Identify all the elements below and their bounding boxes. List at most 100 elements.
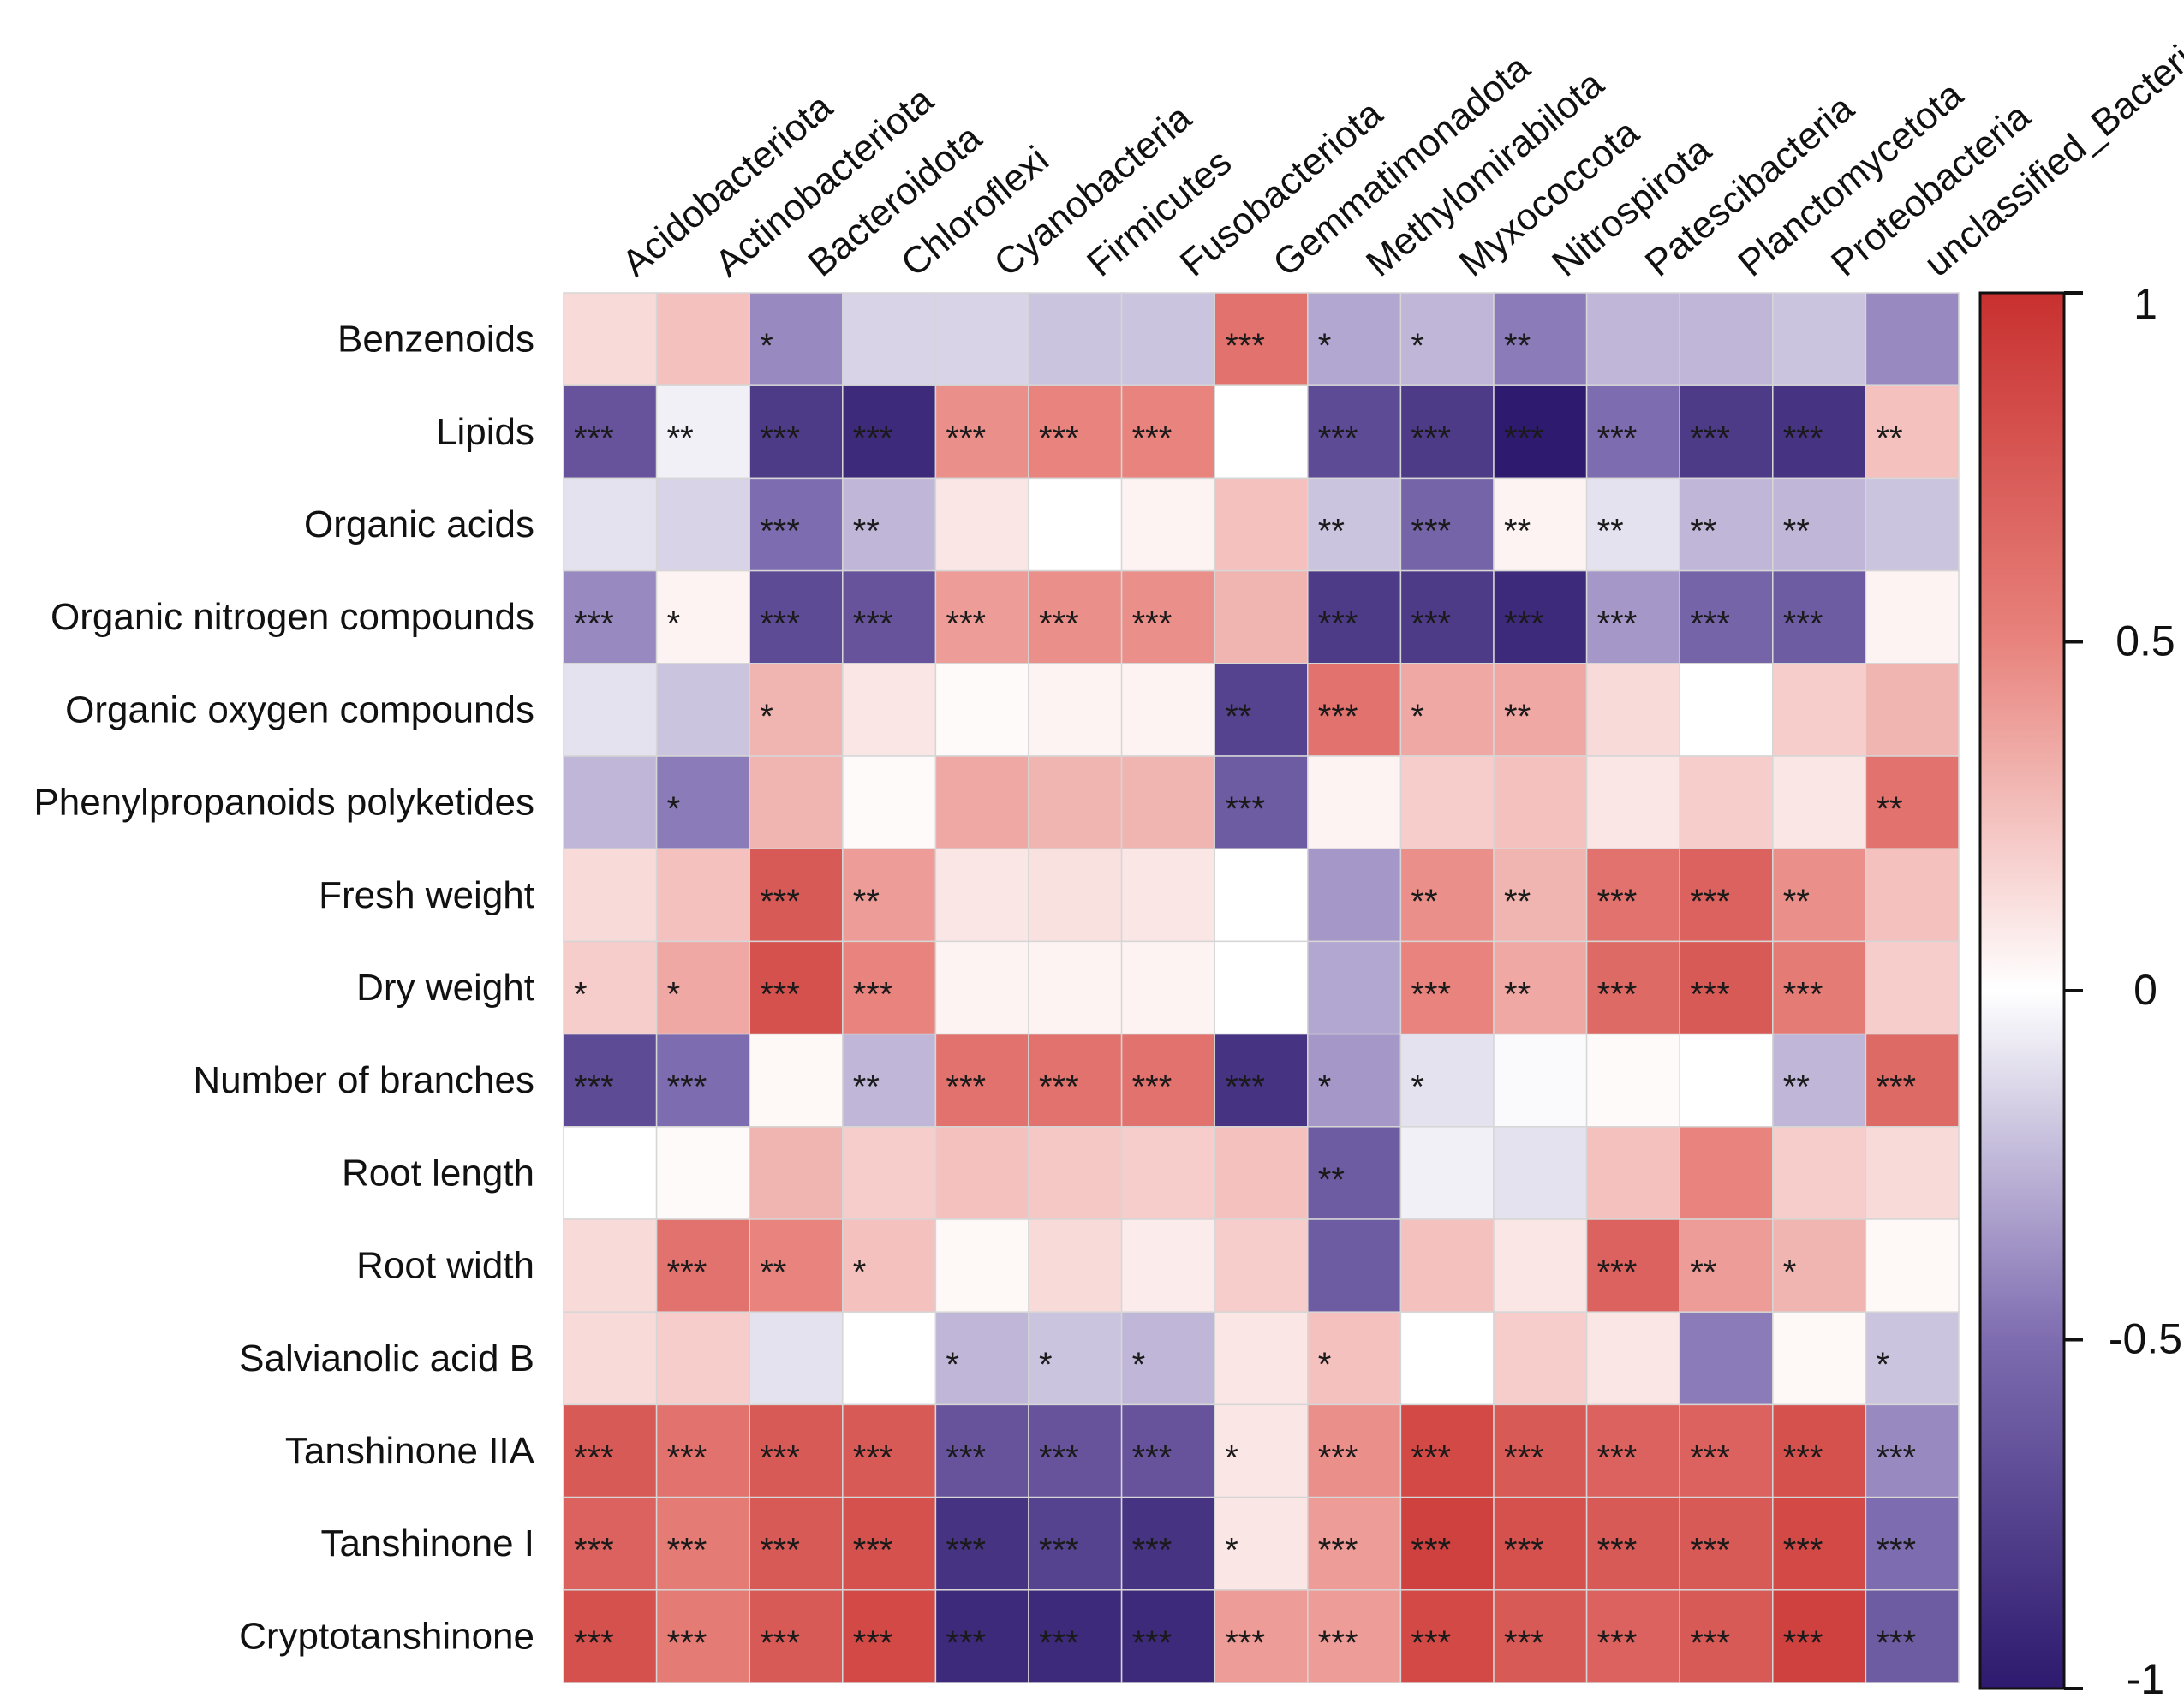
- heatmap-cell: [1679, 292, 1774, 386]
- heatmap-cell: [563, 292, 658, 386]
- heatmap-cell: [1307, 384, 1402, 480]
- heatmap-cell: [1585, 1126, 1680, 1220]
- significance-mark: ***: [1783, 1532, 1823, 1570]
- significance-mark: ***: [1504, 1624, 1544, 1662]
- heatmap-cell: [1120, 848, 1215, 943]
- heatmap-cell: [1679, 384, 1774, 480]
- heatmap-cell: [655, 755, 750, 849]
- heatmap-cell: [842, 1033, 937, 1128]
- significance-mark: ***: [1039, 1439, 1079, 1476]
- significance-mark: ***: [853, 1532, 893, 1570]
- heatmap-cell: [749, 848, 844, 943]
- significance-mark: **: [1783, 883, 1810, 921]
- heatmap-cell: [655, 1033, 750, 1128]
- significance-mark: ***: [1411, 605, 1451, 643]
- significance-mark: ***: [946, 1439, 986, 1476]
- heatmap-cell: [934, 755, 1029, 849]
- heatmap-cell: [1214, 1496, 1309, 1591]
- heatmap-cell: [1772, 384, 1867, 480]
- significance-mark: ***: [1039, 1069, 1079, 1106]
- heatmap-cell: [655, 1311, 750, 1406]
- significance-mark: ***: [574, 1624, 614, 1662]
- significance-mark: *: [1411, 327, 1424, 365]
- heatmap-cell: [842, 1589, 937, 1683]
- significance-mark: ***: [1225, 1624, 1265, 1662]
- heatmap-cell: [1028, 1126, 1123, 1220]
- significance-mark: ***: [853, 975, 893, 1013]
- heatmap-cell: [1493, 1033, 1588, 1128]
- heatmap-cell: [1307, 1311, 1402, 1406]
- heatmap-cell: [842, 940, 937, 1035]
- heatmap-cell: [1028, 1496, 1123, 1591]
- row-label: Phenylpropanoids polyketides: [33, 782, 534, 824]
- heatmap-cell: [749, 292, 844, 386]
- significance-mark: ***: [760, 605, 800, 643]
- heatmap-cell: [1028, 1589, 1123, 1683]
- significance-mark: **: [1690, 512, 1716, 550]
- heatmap-cell: [1214, 1126, 1309, 1220]
- heatmap-cell: [563, 1218, 658, 1313]
- heatmap-cell: [842, 1218, 937, 1313]
- heatmap-cell: [842, 477, 937, 572]
- significance-mark: *: [760, 698, 773, 736]
- heatmap-cell: [1214, 1589, 1309, 1683]
- heatmap-cell: [1120, 755, 1215, 849]
- significance-mark: *: [1411, 698, 1424, 736]
- row-label: Number of branches: [193, 1059, 534, 1101]
- significance-mark: **: [1783, 512, 1810, 550]
- heatmap-cell: [1399, 1126, 1495, 1220]
- significance-mark: ***: [760, 1624, 800, 1662]
- significance-mark: ***: [946, 605, 986, 643]
- heatmap-cell: [1493, 384, 1588, 480]
- heatmap-cell: [1865, 755, 1960, 849]
- significance-mark: **: [1504, 327, 1531, 365]
- heatmap-cell: [1120, 940, 1215, 1035]
- heatmap-cell: [1120, 384, 1215, 480]
- heatmap-cell: [1399, 1311, 1495, 1406]
- significance-mark: **: [1318, 1161, 1345, 1199]
- heatmap-cell: [934, 1496, 1029, 1591]
- significance-mark: ***: [1039, 1624, 1079, 1662]
- significance-mark: **: [1504, 512, 1531, 550]
- significance-mark: *: [1225, 1532, 1238, 1570]
- significance-mark: ***: [1783, 420, 1823, 457]
- heatmap-cell: [934, 663, 1029, 757]
- heatmap-cell: [1120, 292, 1215, 386]
- heatmap-cell: [749, 663, 844, 757]
- heatmap-cell: [1772, 755, 1867, 849]
- heatmap-cell: [1585, 1311, 1680, 1406]
- significance-mark: ***: [667, 1439, 707, 1476]
- significance-mark: ***: [1039, 420, 1079, 457]
- heatmap-cell: [1399, 1218, 1495, 1313]
- significance-mark: ***: [1132, 1624, 1173, 1662]
- heatmap-cell: [1772, 848, 1867, 943]
- significance-mark: ***: [574, 1439, 614, 1476]
- heatmap-cell: [1493, 1403, 1588, 1498]
- heatmap-cell: [1865, 1589, 1960, 1683]
- row-label: Tanshinone IIA: [285, 1430, 535, 1472]
- significance-mark: **: [853, 512, 880, 550]
- colorbar-tick-label: 1: [2133, 280, 2157, 328]
- heatmap-cell: [563, 1589, 658, 1683]
- colorbar-tick-label: -1: [2127, 1655, 2164, 1703]
- significance-mark: ***: [1411, 975, 1451, 1013]
- heatmap-cell: [1307, 292, 1402, 386]
- heatmap-cell: [1307, 1589, 1402, 1683]
- significance-mark: ***: [1597, 1532, 1638, 1570]
- heatmap-cell: [655, 1218, 750, 1313]
- heatmap-cell: [1307, 1496, 1402, 1591]
- heatmap-cell: [1772, 1126, 1867, 1220]
- significance-mark: ***: [1876, 1069, 1916, 1106]
- significance-mark: **: [1597, 512, 1624, 550]
- heatmap-cell: [1585, 1033, 1680, 1128]
- significance-mark: ***: [574, 420, 614, 457]
- significance-mark: **: [760, 1254, 786, 1291]
- heatmap-cell: [1399, 1496, 1495, 1591]
- heatmap-cell: [1865, 1218, 1960, 1313]
- significance-mark: *: [853, 1254, 867, 1291]
- significance-mark: ***: [1039, 1532, 1079, 1570]
- heatmap-cell: [1120, 569, 1215, 664]
- heatmap-cell: [749, 1311, 844, 1406]
- significance-mark: ***: [1876, 1624, 1916, 1662]
- heatmap-cell: [1120, 663, 1215, 757]
